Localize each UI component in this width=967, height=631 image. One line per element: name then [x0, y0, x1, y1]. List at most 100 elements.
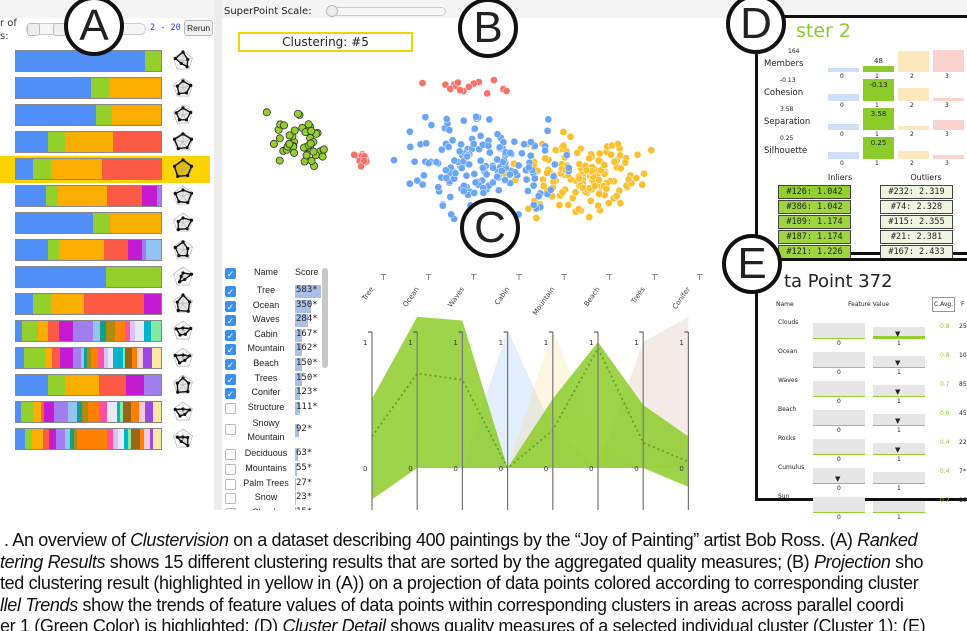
- data-point[interactable]: [595, 176, 603, 184]
- inlier-item[interactable]: #187: 1.174: [778, 230, 851, 244]
- data-point[interactable]: [455, 147, 464, 156]
- data-point[interactable]: [493, 130, 502, 139]
- feature-row[interactable]: Snowy Mountain 92*: [222, 415, 322, 447]
- data-point[interactable]: [546, 185, 555, 194]
- data-point[interactable]: [479, 189, 488, 197]
- data-point[interactable]: [470, 189, 479, 197]
- data-point[interactable]: [438, 201, 447, 210]
- data-point[interactable]: [632, 174, 641, 182]
- clustering-result-row[interactable]: [0, 183, 210, 210]
- data-point[interactable]: [532, 214, 541, 222]
- data-point[interactable]: [579, 183, 587, 192]
- data-point[interactable]: [633, 150, 642, 159]
- sort-icon[interactable]: ⊤: [425, 273, 432, 282]
- data-point[interactable]: [418, 79, 427, 87]
- data-point[interactable]: [543, 169, 551, 177]
- data-point[interactable]: [559, 128, 568, 136]
- data-point[interactable]: [638, 180, 647, 189]
- feature-checkbox[interactable]: [225, 424, 236, 436]
- data-point[interactable]: [465, 160, 474, 169]
- data-point[interactable]: [304, 120, 313, 129]
- data-point[interactable]: [566, 132, 575, 141]
- data-point[interactable]: [539, 182, 548, 190]
- feature-row[interactable]: ✓ Mountain 162*: [222, 342, 322, 357]
- metric-bar[interactable]: 48: [863, 57, 894, 72]
- data-point[interactable]: [485, 148, 494, 157]
- data-point[interactable]: [451, 169, 460, 178]
- inlier-item[interactable]: #109: 1.174: [778, 215, 851, 229]
- data-point[interactable]: [318, 152, 327, 161]
- data-point[interactable]: [571, 188, 580, 197]
- data-point[interactable]: [529, 181, 538, 190]
- feature-row[interactable]: ✓ Ocean 350*: [222, 299, 322, 313]
- data-point[interactable]: [604, 199, 613, 207]
- superpoint-scale-slider[interactable]: [326, 5, 446, 17]
- data-point[interactable]: [306, 139, 315, 148]
- data-point[interactable]: [478, 164, 487, 172]
- data-point[interactable]: [427, 121, 436, 129]
- data-point[interactable]: [555, 201, 564, 209]
- data-point[interactable]: [493, 155, 502, 164]
- feature-checkbox[interactable]: [225, 507, 236, 510]
- feature-row[interactable]: Structure 111*: [222, 401, 322, 415]
- clustering-result-row[interactable]: [0, 291, 210, 318]
- data-point[interactable]: [442, 166, 450, 175]
- clustering-result-row[interactable]: [0, 129, 210, 156]
- data-point[interactable]: [524, 187, 532, 195]
- feature-row[interactable]: Snow 23*: [222, 491, 322, 506]
- data-point[interactable]: [594, 201, 602, 210]
- data-point[interactable]: [445, 126, 454, 134]
- data-point[interactable]: [495, 143, 504, 152]
- clustering-result-row[interactable]: [0, 102, 210, 129]
- feature-row[interactable]: ✓ Cabin 167*: [222, 328, 322, 342]
- data-point[interactable]: [421, 113, 430, 121]
- feature-checkbox[interactable]: ✓: [225, 300, 236, 312]
- feature-row[interactable]: Clouds15*: [222, 506, 322, 510]
- data-point[interactable]: [518, 149, 526, 158]
- data-point[interactable]: [502, 87, 511, 95]
- inlier-item[interactable]: #126: 1.042: [778, 185, 851, 199]
- sort-icon[interactable]: ⊤: [696, 273, 703, 282]
- metric-bar[interactable]: [828, 67, 859, 72]
- metric-bar[interactable]: [933, 50, 964, 72]
- data-point[interactable]: [558, 188, 567, 197]
- data-point[interactable]: [602, 184, 611, 193]
- data-point[interactable]: [544, 115, 553, 124]
- data-point[interactable]: [624, 175, 633, 184]
- data-point[interactable]: [471, 178, 480, 187]
- metric-bar[interactable]: [898, 126, 929, 130]
- feature-checkbox[interactable]: ✓: [225, 344, 236, 356]
- data-point[interactable]: [564, 164, 573, 172]
- data-point[interactable]: [562, 151, 571, 160]
- data-point[interactable]: [442, 115, 451, 123]
- data-point[interactable]: [608, 141, 616, 150]
- data-point[interactable]: [490, 76, 498, 84]
- metric-bar[interactable]: [933, 97, 964, 101]
- clustering-result-row[interactable]: [0, 426, 210, 453]
- feature-row[interactable]: Deciduous 63*: [222, 447, 322, 462]
- data-point[interactable]: [422, 139, 431, 148]
- range-min-handle[interactable]: [27, 23, 40, 36]
- data-point[interactable]: [424, 159, 433, 168]
- data-point[interactable]: [594, 156, 603, 165]
- cluster-0-band[interactable]: [372, 329, 689, 468]
- feature-checkbox[interactable]: ✓: [225, 388, 236, 400]
- feature-row[interactable]: Mountains 55*: [222, 462, 322, 476]
- data-point[interactable]: [442, 174, 451, 182]
- data-point[interactable]: [616, 151, 624, 160]
- data-point[interactable]: [590, 182, 599, 190]
- select-all-checkbox[interactable]: ✓: [225, 268, 236, 279]
- data-point[interactable]: [607, 150, 615, 159]
- data-point[interactable]: [262, 108, 271, 117]
- data-point[interactable]: [524, 163, 533, 172]
- data-point[interactable]: [514, 161, 523, 170]
- data-point[interactable]: [418, 180, 427, 189]
- data-point[interactable]: [302, 151, 311, 160]
- data-point[interactable]: [573, 148, 582, 157]
- sort-icon[interactable]: ⊤: [470, 273, 477, 282]
- metric-bar[interactable]: [898, 87, 929, 101]
- data-point[interactable]: [463, 152, 471, 161]
- feature-checkbox[interactable]: ✓: [225, 373, 236, 385]
- clustering-result-row[interactable]: [0, 75, 210, 102]
- clustering-result-row[interactable]: [0, 318, 210, 345]
